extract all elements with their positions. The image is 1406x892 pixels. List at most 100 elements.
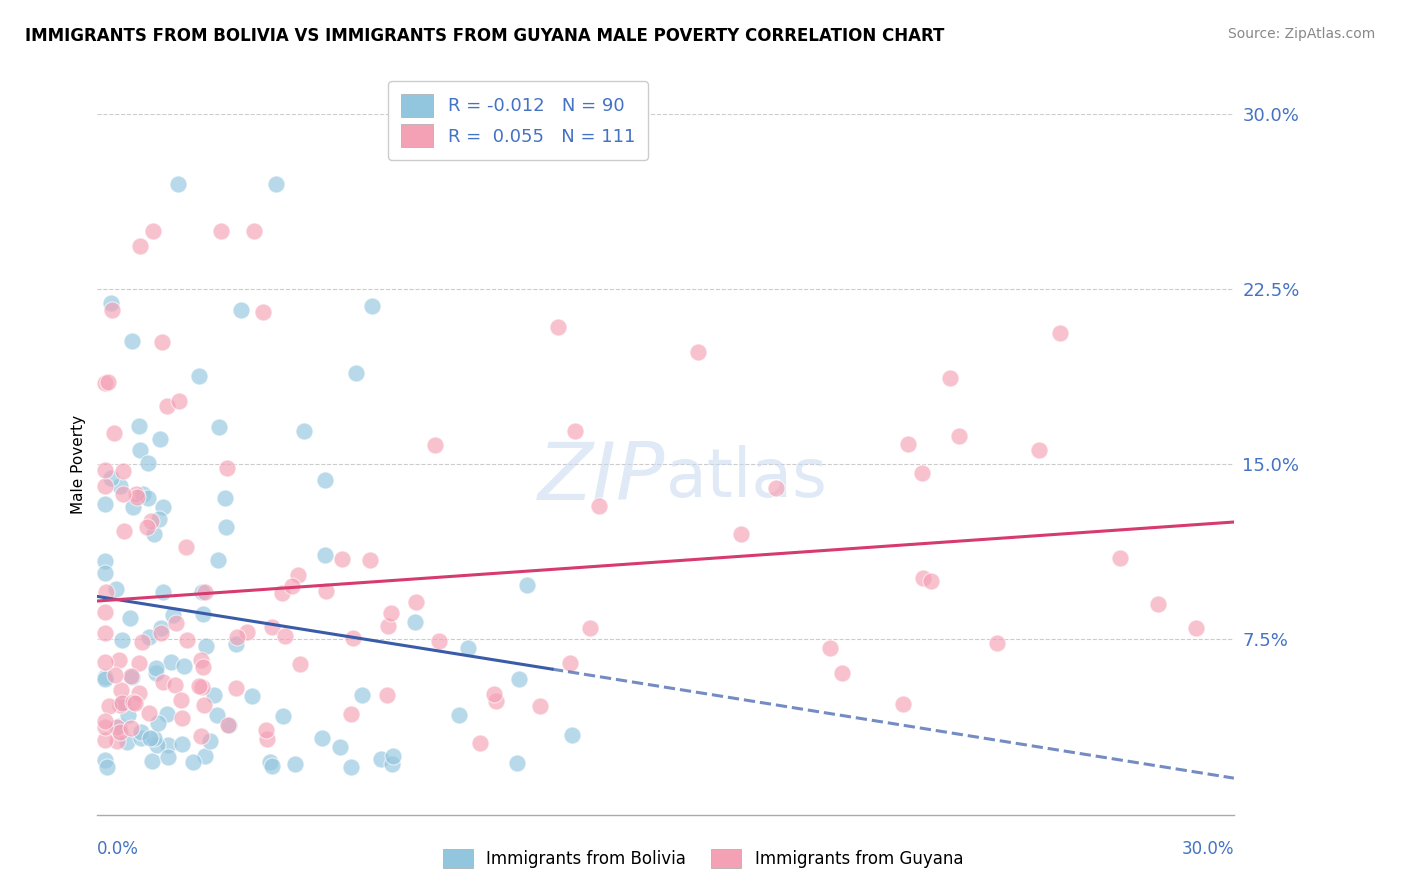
- Point: [506, 756, 529, 770]
- Point: [165, 615, 187, 630]
- Point: [149, 432, 172, 446]
- Point: [121, 670, 143, 684]
- Point: [377, 619, 399, 633]
- Point: [148, 512, 170, 526]
- Point: [94, 714, 117, 728]
- Point: [108, 719, 131, 733]
- Point: [108, 698, 131, 712]
- Point: [124, 696, 146, 710]
- Point: [529, 698, 551, 713]
- Point: [271, 709, 294, 723]
- Point: [152, 500, 174, 515]
- Point: [131, 731, 153, 745]
- Point: [101, 303, 124, 318]
- Point: [404, 615, 426, 629]
- Point: [329, 739, 352, 754]
- Point: [129, 442, 152, 457]
- Point: [103, 426, 125, 441]
- Point: [225, 636, 247, 650]
- Point: [218, 718, 240, 732]
- Point: [131, 635, 153, 649]
- Point: [173, 659, 195, 673]
- Point: [1028, 442, 1050, 457]
- Point: [104, 668, 127, 682]
- Point: [280, 579, 302, 593]
- Point: [260, 759, 283, 773]
- Point: [111, 464, 134, 478]
- Point: [181, 755, 204, 769]
- Point: [547, 320, 569, 334]
- Point: [108, 479, 131, 493]
- Point: [579, 621, 602, 635]
- Point: [170, 711, 193, 725]
- Point: [174, 540, 197, 554]
- Point: [561, 728, 583, 742]
- Point: [162, 607, 184, 622]
- Point: [170, 693, 193, 707]
- Point: [111, 696, 134, 710]
- Point: [311, 731, 333, 745]
- Point: [262, 620, 284, 634]
- Point: [252, 305, 274, 319]
- Point: [138, 631, 160, 645]
- Text: ZIP: ZIP: [538, 440, 665, 517]
- Point: [167, 177, 190, 191]
- Point: [100, 470, 122, 484]
- Point: [152, 675, 174, 690]
- Point: [94, 376, 117, 390]
- Point: [115, 735, 138, 749]
- Y-axis label: Male Poverty: Male Poverty: [72, 415, 86, 514]
- Legend: Immigrants from Bolivia, Immigrants from Guyana: Immigrants from Bolivia, Immigrants from…: [434, 840, 972, 877]
- Point: [117, 708, 139, 723]
- Point: [125, 487, 148, 501]
- Point: [150, 621, 173, 635]
- Point: [94, 753, 117, 767]
- Point: [264, 177, 287, 191]
- Point: [128, 685, 150, 699]
- Point: [94, 655, 117, 669]
- Point: [516, 578, 538, 592]
- Point: [226, 630, 249, 644]
- Point: [194, 749, 217, 764]
- Point: [1109, 550, 1132, 565]
- Point: [765, 481, 787, 495]
- Point: [259, 756, 281, 770]
- Point: [891, 697, 914, 711]
- Point: [688, 345, 710, 359]
- Point: [405, 595, 427, 609]
- Point: [948, 429, 970, 443]
- Point: [730, 527, 752, 541]
- Text: Source: ZipAtlas.com: Source: ZipAtlas.com: [1227, 27, 1375, 41]
- Point: [94, 626, 117, 640]
- Point: [145, 665, 167, 680]
- Point: [1185, 621, 1208, 635]
- Point: [193, 698, 215, 713]
- Point: [381, 748, 404, 763]
- Point: [100, 296, 122, 310]
- Point: [169, 393, 191, 408]
- Point: [294, 424, 316, 438]
- Point: [128, 418, 150, 433]
- Point: [143, 731, 166, 745]
- Point: [111, 695, 134, 709]
- Point: [381, 757, 404, 772]
- Point: [911, 571, 934, 585]
- Point: [897, 437, 920, 451]
- Point: [229, 303, 252, 318]
- Point: [187, 368, 209, 383]
- Point: [114, 524, 136, 538]
- Point: [938, 370, 960, 384]
- Point: [94, 732, 117, 747]
- Point: [132, 487, 155, 501]
- Point: [118, 611, 141, 625]
- Point: [94, 463, 117, 477]
- Point: [136, 520, 159, 534]
- Point: [202, 688, 225, 702]
- Point: [191, 680, 214, 694]
- Point: [342, 632, 364, 646]
- Point: [314, 548, 336, 562]
- Text: 0.0%: 0.0%: [97, 840, 139, 858]
- Point: [1147, 598, 1170, 612]
- Point: [254, 723, 277, 738]
- Point: [287, 568, 309, 582]
